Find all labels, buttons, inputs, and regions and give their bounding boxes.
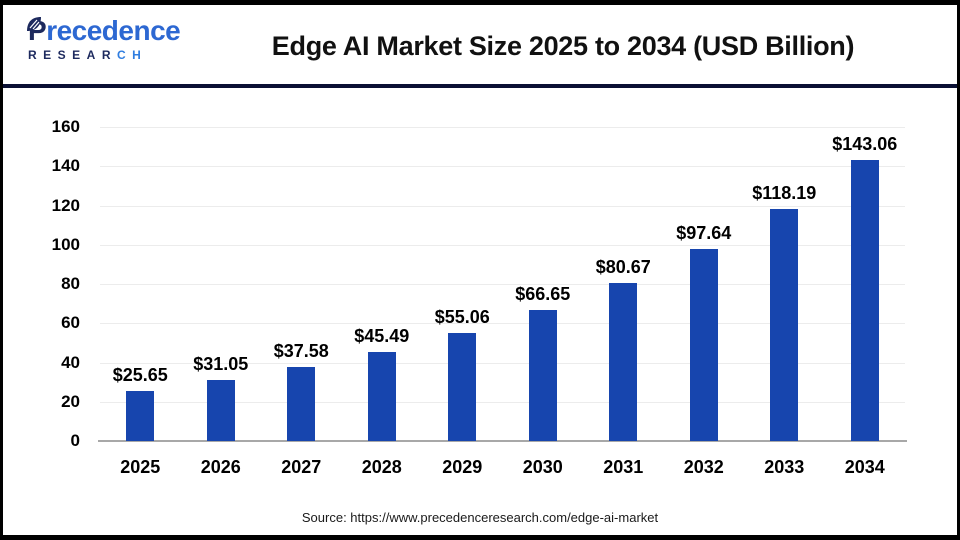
bar-value-label: $45.49 (354, 325, 410, 346)
y-axis-tick-label: 140 (51, 156, 80, 176)
bar-value-label: $97.64 (676, 223, 732, 244)
gridline (100, 205, 905, 207)
page-title: Edge AI Market Size 2025 to 2034 (USD Bi… (271, 31, 855, 61)
gridline (100, 166, 905, 168)
header: Precedence RESEARCH Edge AI Market Size … (3, 5, 957, 84)
logo-subtitle: RESEARCH (28, 48, 178, 62)
bar (770, 209, 799, 441)
bar (367, 351, 396, 441)
bar (528, 310, 557, 441)
y-axis-tick-label: 20 (61, 391, 80, 411)
source-text: Source: https://www.precedenceresearch.c… (301, 510, 659, 525)
logo-subtitle-dark: RESEAR (28, 48, 118, 62)
logo-subtitle-light: CH (117, 48, 148, 62)
x-axis-year-label: 2028 (361, 457, 402, 477)
y-axis-tick-label: 160 (51, 117, 80, 136)
y-axis-tick-label: 0 (70, 431, 80, 450)
bar (689, 249, 718, 441)
bar-value-label: $25.65 (112, 364, 168, 385)
gridline (100, 401, 905, 403)
x-axis-year-label: 2032 (683, 457, 724, 477)
y-axis-tick-label: 120 (51, 195, 80, 215)
bar-value-label: $80.67 (595, 256, 651, 277)
precedence-logo: Precedence RESEARCH (27, 15, 181, 62)
bar-value-label: $37.58 (273, 341, 329, 362)
x-axis-year-label: 2030 (522, 457, 563, 477)
bar (850, 160, 879, 441)
bar (609, 282, 638, 441)
logo-wordmark: Precedence (27, 15, 181, 47)
x-axis-year-label: 2027 (281, 457, 322, 477)
bar (126, 390, 155, 441)
bar-value-label: $55.06 (434, 306, 490, 327)
y-axis-tick-label: 100 (51, 234, 80, 254)
x-axis-year-label: 2025 (120, 457, 161, 477)
header-divider (3, 84, 957, 88)
x-axis-year-label: 2031 (603, 457, 644, 477)
gridline (100, 323, 905, 325)
bar-value-label: $31.05 (193, 354, 249, 375)
x-axis-year-label: 2034 (844, 457, 885, 477)
gridline (100, 284, 905, 285)
bar-value-label: $66.65 (515, 284, 571, 305)
bar-value-label: $118.19 (752, 183, 817, 204)
gridline (100, 362, 905, 364)
bar (206, 380, 235, 441)
gridline (100, 244, 905, 246)
x-axis-year-label: 2029 (442, 457, 483, 477)
y-axis-tick-label: 40 (61, 352, 80, 372)
x-axis-year-label: 2033 (764, 457, 805, 477)
y-axis-tick-label: 60 (61, 313, 80, 333)
bar (448, 332, 477, 441)
bar (287, 367, 316, 441)
y-axis-tick-label: 80 (61, 274, 80, 293)
logo-brand-rest: recedence (46, 15, 181, 46)
leaf-icon (25, 8, 43, 40)
gridline (100, 127, 905, 128)
axis-baseline (98, 440, 907, 442)
bar-value-label: $143.06 (832, 134, 898, 155)
x-axis-year-label: 2026 (200, 457, 241, 477)
